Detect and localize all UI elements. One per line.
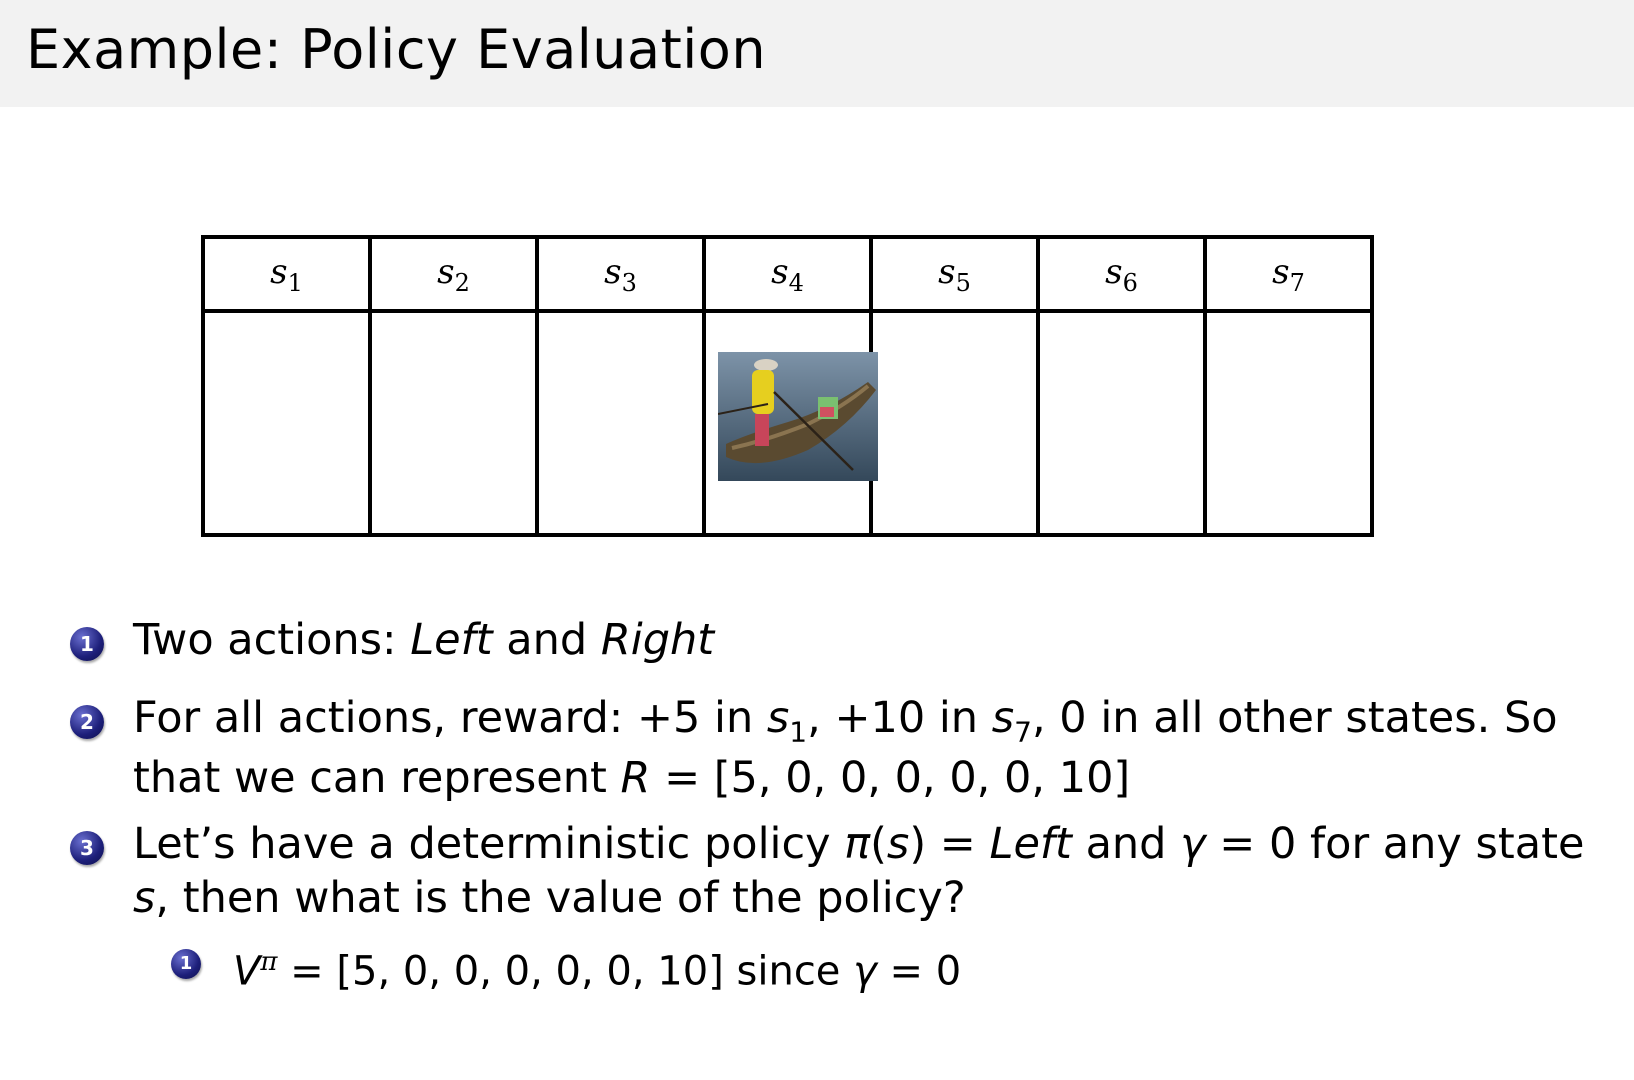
state-cell-7 [1203, 309, 1374, 537]
text-segment: Let’s have a deterministic policy [133, 819, 845, 869]
state-index: 4 [788, 268, 804, 297]
state-cell-3 [535, 309, 706, 537]
text-segment: Left [989, 819, 1072, 869]
state-header-2: s2 [368, 235, 539, 313]
text-segment: = 0 for any state [1205, 819, 1585, 869]
text-segment: = [5, 0, 0, 0, 0, 0, 10] since [277, 948, 854, 995]
state-name: s [938, 251, 956, 292]
text-segment: For all actions, reward: +5 in [133, 693, 767, 743]
text-segment: ) = [909, 819, 990, 869]
text-segment: Two actions: [133, 615, 411, 665]
boat-with-person-photo [718, 352, 878, 481]
text-segment: V [233, 948, 261, 995]
text-segment: s [766, 693, 790, 743]
subbullet-line: Vπ = [5, 0, 0, 0, 0, 0, 10] since γ = 0 [233, 934, 961, 999]
state-index: 7 [1289, 268, 1305, 297]
text-segment: , +10 in [807, 693, 992, 743]
state-index: 5 [955, 268, 971, 297]
text-segment: , 0 in all other states. So [1031, 693, 1558, 743]
state-index: 6 [1122, 268, 1138, 297]
state-name: s [437, 251, 455, 292]
state-cell-5 [869, 309, 1040, 537]
text-segment: = 0 [876, 948, 962, 995]
state-header-7: s7 [1203, 235, 1374, 313]
state-index: 1 [287, 268, 303, 297]
bullet-2-line-1: For all actions, reward: +5 in s1, +10 i… [133, 690, 1558, 761]
bullet-3-line-2: s, then what is the value of the policy? [133, 870, 966, 926]
text-segment: Right [600, 615, 715, 665]
state-index: 2 [454, 268, 470, 297]
state-cell-2 [368, 309, 539, 537]
state-header-3: s3 [535, 235, 706, 313]
bullet-number-icon: 2 [70, 705, 104, 739]
state-header-5: s5 [869, 235, 1040, 313]
state-name: s [604, 251, 622, 292]
title-bar: Example: Policy Evaluation [0, 0, 1634, 107]
state-name: s [1272, 251, 1290, 292]
state-cell-1 [201, 309, 372, 537]
text-segment: γ [853, 948, 877, 995]
bullet-number-icon: 3 [70, 831, 104, 865]
state-header-6: s6 [1036, 235, 1207, 313]
text-segment: γ [1180, 819, 1206, 869]
text-segment: π [260, 947, 278, 977]
state-name: s [270, 251, 288, 292]
state-name: s [1105, 251, 1123, 292]
text-segment: and [492, 615, 601, 665]
text-segment: that we can represent [133, 753, 621, 803]
bullet-number-icon: 1 [70, 627, 104, 661]
state-cell-6 [1036, 309, 1207, 537]
bullet-2-line-2: that we can represent R = [5, 0, 0, 0, 0… [133, 750, 1130, 806]
state-index: 3 [621, 268, 637, 297]
text-segment: ( [870, 819, 887, 869]
state-header-4: s4 [702, 235, 873, 313]
text-segment: , then what is the value of the policy? [155, 873, 966, 923]
state-header-1: s1 [201, 235, 372, 313]
text-segment: s [991, 693, 1015, 743]
bullet-3-line-1: Let’s have a deterministic policy π(s) =… [133, 816, 1584, 872]
slide-title: Example: Policy Evaluation [26, 18, 767, 81]
text-segment: 1 [789, 715, 808, 749]
text-segment: = [5, 0, 0, 0, 0, 0, 10] [650, 753, 1131, 803]
text-segment: Left [410, 615, 493, 665]
subbullet-number-icon: 1 [171, 949, 201, 979]
text-segment: π [844, 819, 871, 869]
text-segment: s [133, 873, 156, 923]
state-name: s [771, 251, 789, 292]
bullet-1-line-1: Two actions: Left and Right [133, 612, 714, 668]
text-segment: and [1071, 819, 1181, 869]
text-segment: 7 [1014, 715, 1032, 749]
text-segment: R [620, 753, 651, 803]
text-segment: s [886, 819, 910, 869]
state-grid: s1 s2 s3 s4 s5 s6 s7 [201, 235, 1374, 537]
